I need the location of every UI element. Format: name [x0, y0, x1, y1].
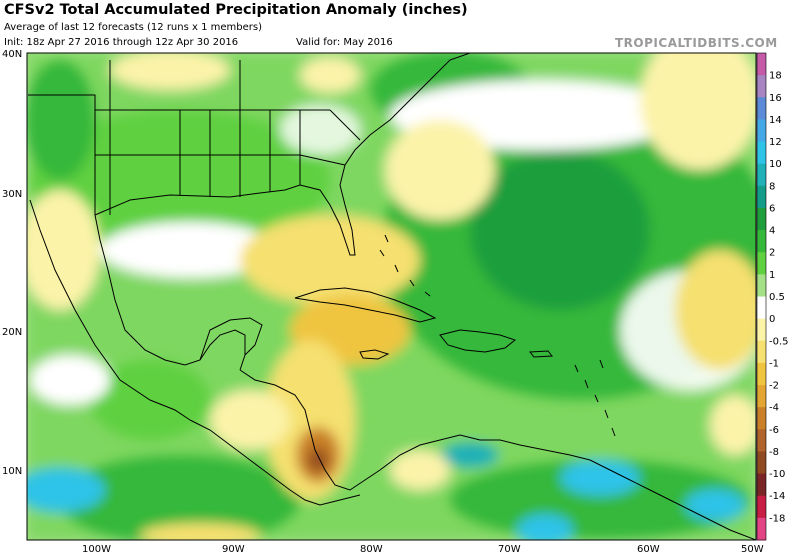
colorbar-label: 1	[769, 270, 775, 281]
colorbar-swatch	[757, 207, 766, 231]
colorbar-swatch	[757, 252, 766, 275]
colorbar-swatch	[757, 230, 766, 253]
colorbar-swatch	[757, 473, 766, 497]
lat-label: 30N	[2, 189, 22, 200]
init-time: Init: 18z Apr 27 2016 through 12z Apr 30…	[4, 37, 239, 48]
anomaly-field	[27, 53, 756, 540]
map-frame	[26, 52, 757, 541]
colorbar-label: 10	[769, 159, 782, 170]
colorbar-label: 16	[769, 93, 782, 104]
colorbar-label: 0	[769, 314, 775, 325]
colorbar-label: -4	[769, 403, 779, 414]
colorbar-swatch	[757, 274, 766, 297]
colorbar-swatch	[757, 141, 766, 165]
lon-label: 100W	[82, 544, 111, 555]
lon-label: 60W	[637, 544, 660, 555]
colorbar-swatch	[757, 495, 766, 519]
colorbar-label: -1	[769, 358, 779, 369]
colorbar-swatch	[757, 517, 766, 541]
colorbar-label: -10	[769, 469, 785, 480]
colorbar-swatch	[757, 75, 766, 98]
colorbar-label: 4	[769, 226, 775, 237]
colorbar-label: 14	[769, 115, 782, 126]
colorbar-label: 8	[769, 181, 775, 192]
colorbar-swatch	[757, 296, 766, 320]
longitude-labels: 100W 90W 80W 70W 60W 50W	[82, 544, 764, 555]
page-title: CFSv2 Total Accumulated Precipitation An…	[4, 2, 468, 18]
colorbar-label: 0.5	[769, 292, 785, 303]
colorbar-label: 18	[769, 71, 782, 82]
lon-label: 50W	[741, 544, 764, 555]
brand-watermark: TROPICALTIDBITS.COM	[615, 36, 778, 50]
colorbar-label: 2	[769, 248, 775, 259]
colorbar-swatch	[757, 53, 766, 76]
colorbar: 18 16 14 12 10 8 6 4 2 1 0.5 0 -0.5 -1 -2 -4 -6 -8 -10 -14 -…	[756, 52, 789, 541]
lon-label: 80W	[360, 544, 383, 555]
colorbar-swatch	[757, 97, 766, 120]
colorbar-label: -14	[769, 491, 785, 502]
subtitle: Average of last 12 forecasts (12 runs x …	[4, 22, 262, 33]
colorbar-swatch	[757, 318, 766, 342]
lat-label: 40N	[2, 49, 22, 60]
colorbar-label: -18	[769, 513, 785, 524]
colorbar-label: -8	[769, 447, 779, 458]
colorbar-swatch	[757, 385, 766, 408]
colorbar-swatch	[757, 407, 766, 430]
lon-label: 70W	[498, 544, 521, 555]
lon-label: 90W	[222, 544, 245, 555]
colorbar-swatch	[757, 119, 766, 143]
latitude-labels: 40N 30N 20N 10N	[2, 49, 22, 477]
colorbar-label: -6	[769, 425, 779, 436]
colorbar-label: -0.5	[769, 336, 789, 347]
coastlines	[28, 53, 756, 540]
colorbar-swatch	[757, 429, 766, 452]
lat-label: 10N	[2, 466, 22, 477]
colorbar-swatch	[757, 185, 766, 209]
valid-time: Valid for: May 2016	[296, 37, 393, 48]
lat-label: 20N	[2, 327, 22, 338]
colorbar-swatch	[757, 163, 766, 187]
colorbar-swatch	[757, 451, 766, 475]
colorbar-label: -2	[769, 381, 779, 392]
colorbar-label: 12	[769, 137, 782, 148]
colorbar-swatch	[757, 340, 766, 364]
colorbar-frame	[756, 52, 767, 541]
colorbar-swatch	[757, 362, 766, 386]
colorbar-label: 6	[769, 203, 775, 214]
